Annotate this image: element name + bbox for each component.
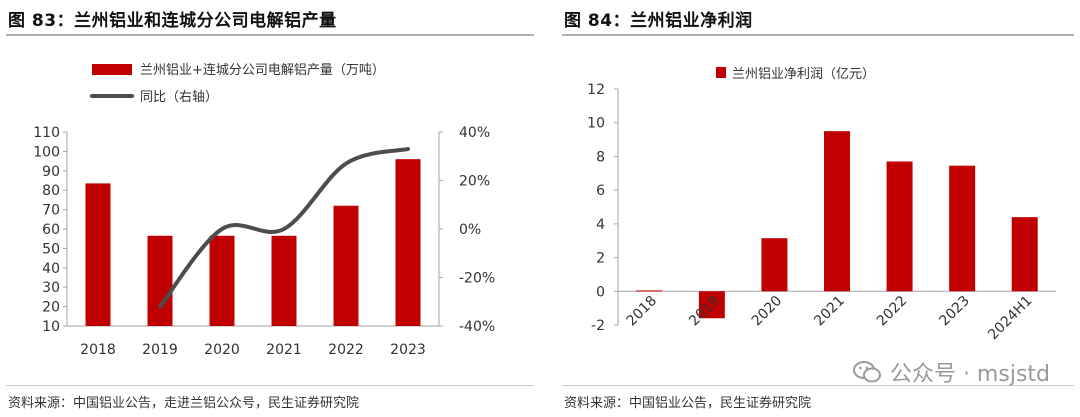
x-tick-label: 2021 (266, 342, 302, 358)
x-tick-label: 2020 (204, 342, 240, 358)
y-tick-label: 2 (596, 251, 605, 267)
bar (886, 161, 913, 292)
y-tick-label: 80 (42, 183, 60, 199)
y-tick-label: 110 (33, 125, 60, 141)
chart-title-right: 图 84：兰州铝业净利润 (564, 11, 753, 31)
y-tick-label: -2 (591, 318, 605, 334)
bar (949, 165, 976, 292)
x-tick-label: 2024H1 (985, 293, 1035, 343)
y2-tick-label: 0% (459, 222, 481, 238)
x-tick-label: 2018 (624, 293, 661, 330)
y-tick-label: 100 (33, 144, 60, 160)
y-tick-label: 12 (587, 82, 605, 98)
x-tick-label: 2022 (874, 293, 911, 330)
legend-swatch-bar (716, 67, 726, 78)
bar (1011, 217, 1038, 292)
bar (636, 290, 663, 292)
x-tick-label: 2020 (749, 293, 786, 330)
left-panel: 图 83：兰州铝业和连城分公司电解铝产量 兰州铝业+连城分公司电解铝产量（万吨）… (6, 11, 534, 411)
wechat-icon (852, 361, 881, 383)
x-tick-label: 2023 (936, 293, 973, 330)
bar (824, 131, 850, 292)
legend-swatch-bar (92, 64, 132, 75)
legend-label-bar: 兰州铝业净利润（亿元） (732, 67, 875, 82)
title-divider-right (562, 34, 1074, 36)
y-tick-label: 20 (42, 300, 60, 316)
source-note-right: 资料来源：中国铝业公告，民生证券研究院 (564, 396, 812, 411)
source-note-left: 资料来源：中国铝业公告，走进兰铝公众号，民生证券研究院 (8, 396, 360, 411)
bar (85, 183, 111, 326)
y-tick-label: 90 (42, 164, 60, 180)
y2-tick-label: 20% (459, 174, 490, 190)
legend-label-bar: 兰州铝业+连城分公司电解铝产量（万吨） (140, 62, 385, 78)
chart-title-left: 图 83：兰州铝业和连城分公司电解铝产量 (8, 11, 337, 31)
source-divider-left (6, 385, 534, 386)
x-tick-label: 2022 (328, 342, 364, 358)
y-tick-label: 0 (596, 284, 605, 300)
bar (147, 235, 173, 326)
right-panel: 图 84：兰州铝业净利润 兰州铝业净利润（亿元） 12 10 8 6 4 2 0 -2 2018 2… (556, 0, 1080, 417)
y-tick-label: 10 (587, 116, 605, 132)
bar (761, 238, 788, 292)
bar (209, 235, 235, 326)
y-tick-label: 40 (42, 261, 60, 277)
y2-tick-label: -20% (459, 271, 495, 287)
x-tick-label: 2018 (80, 342, 116, 358)
source-divider-right (562, 385, 1074, 386)
y-tick-label: 6 (596, 183, 605, 199)
y-tick-label: 4 (596, 217, 605, 233)
bar (333, 205, 359, 326)
legend-label-line: 同比（右轴） (140, 90, 218, 105)
y-tick-label: 70 (42, 203, 60, 219)
bar (271, 235, 297, 326)
watermark: 公众号 · msjstd (852, 356, 1050, 388)
y-tick-label: 50 (42, 241, 60, 257)
production-chart: 兰州铝业+连城分公司电解铝产量（万吨） 同比（右轴） 110 100 90 80 70 60 5… (33, 62, 495, 358)
x-tick-label: 2023 (390, 342, 426, 358)
bar (698, 291, 725, 319)
x-tick-label: 2019 (142, 342, 178, 358)
x-tick-label: 2021 (811, 293, 848, 330)
y-tick-label: 8 (596, 149, 605, 165)
y2-tick-label: 40% (459, 125, 490, 141)
y-tick-label: 10 (42, 319, 60, 335)
bar (395, 159, 421, 326)
title-divider-left (6, 34, 534, 36)
y-tick-label: 30 (42, 280, 60, 296)
y-tick-label: 60 (42, 222, 60, 238)
watermark-text: 公众号 · msjstd (889, 362, 1050, 387)
y2-tick-label: -40% (459, 319, 495, 335)
